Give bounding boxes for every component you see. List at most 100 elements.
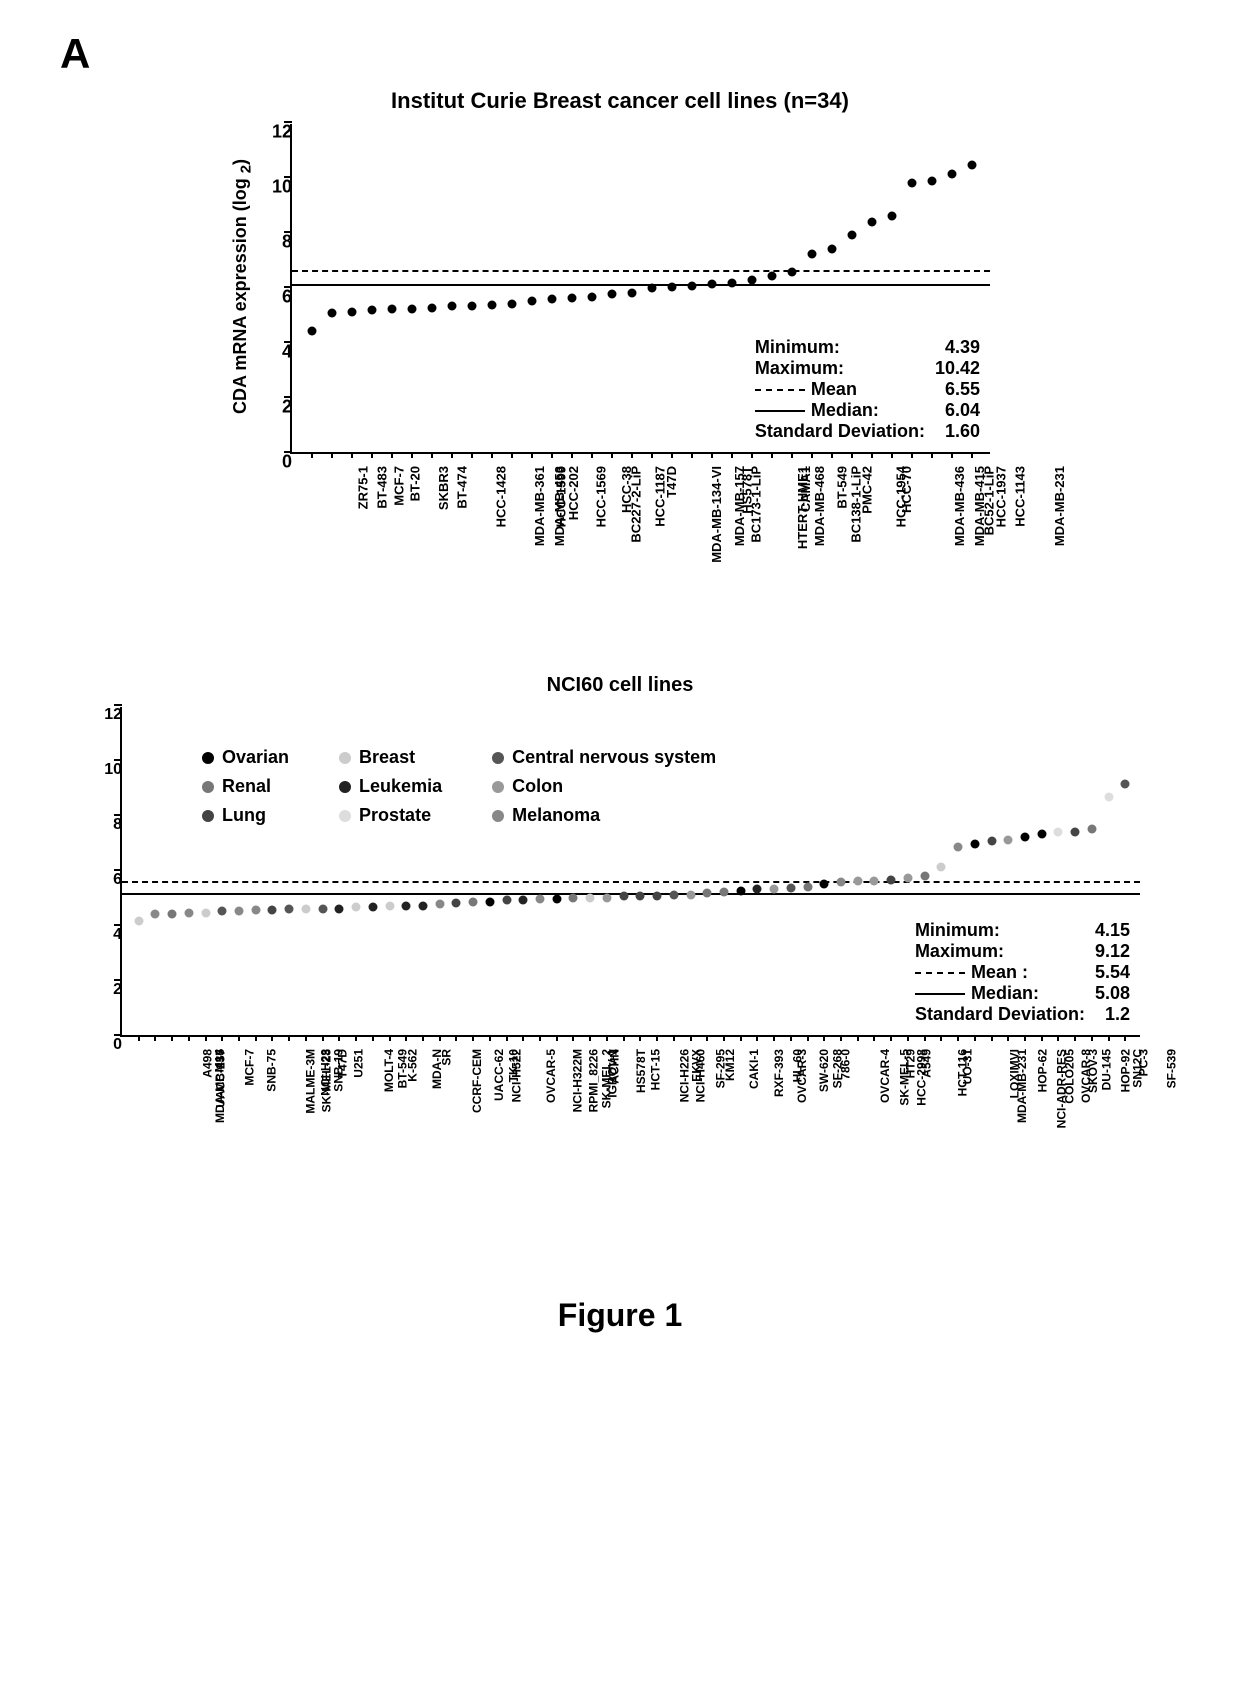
legend-label: Lung (222, 805, 266, 826)
x-tick-label: MDA-MB-361 (532, 466, 547, 546)
legend-label: Renal (222, 776, 271, 797)
chart2-plot: 024681012MDA-MB-435UACC-257A498M14MCF-7S… (120, 707, 1140, 1037)
x-tick-label: MDA-MB-134-VI (709, 466, 724, 563)
stat-max: Maximum:10.42 (755, 358, 980, 379)
y-tick-mark (284, 451, 292, 453)
x-tick-mark (522, 1035, 524, 1041)
legend-label: Breast (359, 747, 415, 768)
x-tick-label: PC-3 (1136, 1049, 1150, 1076)
x-tick-label: EKVX (690, 1049, 704, 1082)
y-tick-label: 12 (262, 122, 292, 143)
legend: OvarianBreastCentral nervous systemRenal… (202, 747, 716, 826)
x-tick-mark (221, 1035, 223, 1041)
data-point (828, 244, 837, 253)
x-tick-mark (171, 1035, 173, 1041)
x-tick-label: BT-483 (375, 466, 390, 509)
y-tick-mark (114, 1034, 122, 1036)
x-tick-mark (756, 1035, 758, 1041)
data-point (903, 874, 912, 883)
median-line (122, 893, 1140, 895)
x-tick-label: OVCAR-5 (544, 1049, 558, 1103)
data-point (920, 871, 929, 880)
x-tick-label: T47D (335, 1049, 349, 1078)
x-tick-label: BT-549 (835, 466, 850, 509)
stat-max: Maximum:9.12 (915, 941, 1130, 962)
x-tick-mark (372, 1035, 374, 1041)
stat-mean: Mean6.55 (755, 379, 980, 400)
data-point (368, 903, 377, 912)
data-point (908, 178, 917, 187)
data-point (1071, 827, 1080, 836)
stat-min: Minimum:4.15 (915, 920, 1130, 941)
chart1-plot: 024681012ZR75-1BT-483MCF-7BT-20SKBR3BT-4… (290, 124, 990, 454)
x-tick-mark (255, 1035, 257, 1041)
x-tick-mark (511, 452, 513, 458)
data-point (619, 892, 628, 901)
legend-item: Breast (339, 747, 442, 768)
y-tick-label: 2 (262, 397, 292, 418)
data-point (686, 890, 695, 899)
data-point (402, 901, 411, 910)
x-tick-mark (606, 1035, 608, 1041)
y-tick-label: 4 (92, 926, 122, 944)
x-tick-mark (911, 452, 913, 458)
data-point (728, 278, 737, 287)
x-tick-mark (691, 452, 693, 458)
x-tick-label: HS578T (740, 466, 755, 514)
mean-line (122, 881, 1140, 883)
data-point (1104, 793, 1113, 802)
x-tick-label: HT29 (904, 1049, 918, 1078)
x-tick-mark (1007, 1035, 1009, 1041)
x-tick-label: HCC-1428 (493, 466, 508, 527)
x-tick-mark (138, 1035, 140, 1041)
data-point (508, 299, 517, 308)
stat-mean: Mean :5.54 (915, 962, 1130, 983)
panel-label: A (60, 30, 1190, 78)
x-tick-mark (451, 452, 453, 458)
data-point (602, 893, 611, 902)
y-tick-label: 2 (92, 981, 122, 999)
x-tick-mark (673, 1035, 675, 1041)
legend-label: Colon (512, 776, 563, 797)
x-tick-mark (773, 1035, 775, 1041)
data-point (636, 892, 645, 901)
x-tick-label: BT-474 (455, 466, 470, 509)
data-point (770, 885, 779, 894)
x-tick-mark (991, 1035, 993, 1041)
data-point (352, 903, 361, 912)
legend-item: Colon (492, 776, 716, 797)
y-tick-mark (114, 924, 122, 926)
x-tick-mark (1024, 1035, 1026, 1041)
x-tick-mark (651, 452, 653, 458)
data-point (385, 901, 394, 910)
x-tick-label: SF-539 (1165, 1049, 1179, 1088)
data-point (488, 300, 497, 309)
data-point (928, 177, 937, 186)
x-tick-mark (431, 452, 433, 458)
data-point (970, 839, 979, 848)
data-point (748, 276, 757, 285)
stat-sd: Standard Deviation:1.60 (755, 421, 980, 442)
x-tick-mark (305, 1035, 307, 1041)
legend-marker (202, 810, 214, 822)
data-point (268, 905, 277, 914)
data-point (588, 292, 597, 301)
data-point (708, 280, 717, 289)
data-point (1087, 824, 1096, 833)
legend-item: Central nervous system (492, 747, 716, 768)
x-tick-mark (971, 452, 973, 458)
x-tick-mark (391, 452, 393, 458)
chart2: NCI60 cell lines 024681012MDA-MB-435UACC… (60, 674, 1180, 1037)
data-point (428, 303, 437, 312)
x-tick-label: HOP-62 (1035, 1049, 1049, 1092)
data-point (1020, 833, 1029, 842)
x-tick-label: HCC-1569 (593, 466, 608, 527)
x-tick-mark (572, 1035, 574, 1041)
x-tick-label: M14 (212, 1049, 226, 1072)
x-tick-mark (551, 452, 553, 458)
data-point (308, 327, 317, 336)
x-tick-label: OVCAR-4 (878, 1049, 892, 1103)
mean-line (292, 270, 990, 272)
data-point (201, 908, 210, 917)
data-point (301, 904, 310, 913)
